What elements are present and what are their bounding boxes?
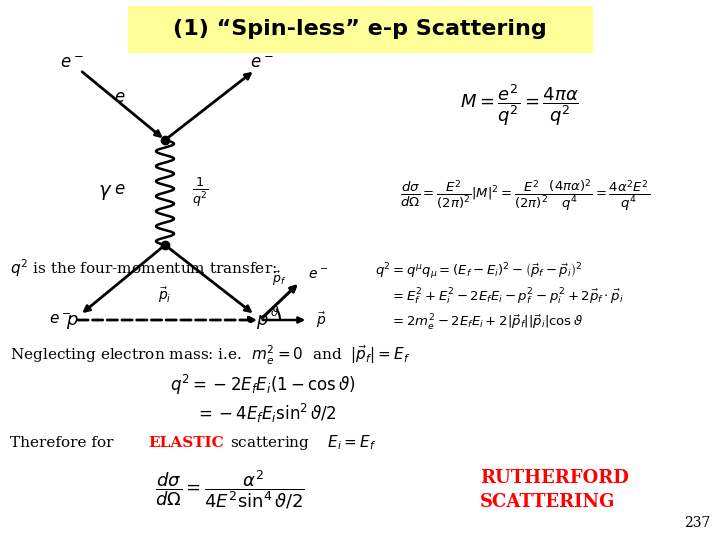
Text: $\vec{p}_i$: $\vec{p}_i$ [158, 285, 172, 305]
Text: $p$: $p$ [66, 313, 78, 331]
Text: ELASTIC: ELASTIC [148, 436, 224, 450]
FancyBboxPatch shape [128, 6, 592, 52]
Text: scattering    $E_i = E_f$: scattering $E_i = E_f$ [230, 434, 377, 453]
Text: Therefore for: Therefore for [10, 436, 118, 450]
Text: $q^2$ is the four-momentum transfer:: $q^2$ is the four-momentum transfer: [10, 257, 277, 279]
Text: $\vartheta$: $\vartheta$ [270, 305, 280, 319]
Text: $\vec{p}_f$: $\vec{p}_f$ [272, 270, 287, 288]
Text: $e^-$: $e^-$ [60, 55, 84, 71]
Text: $\dfrac{d\sigma}{d\Omega} = \dfrac{E^2}{(2\pi)^2}|M|^2 = \dfrac{E^2}{(2\pi)^2}\d: $\dfrac{d\sigma}{d\Omega} = \dfrac{E^2}{… [400, 177, 650, 213]
Text: $e^-$: $e^-$ [250, 55, 274, 71]
Text: $q^2 = q^\mu q_\mu = \left(E_f - E_i\right)^2 - \left(\vec{p}_f - \vec{p}_i\righ: $q^2 = q^\mu q_\mu = \left(E_f - E_i\rig… [375, 262, 582, 282]
Text: RUTHERFORD
SCATTERING: RUTHERFORD SCATTERING [480, 469, 629, 511]
Text: $e$: $e$ [114, 181, 126, 199]
Text: (1) “Spin-less” e-p Scattering: (1) “Spin-less” e-p Scattering [173, 19, 547, 39]
Text: $q^2 = -2E_f E_i(1 - \cos\vartheta)$: $q^2 = -2E_f E_i(1 - \cos\vartheta)$ [170, 373, 356, 397]
Text: $\dfrac{d\sigma}{d\Omega} = \dfrac{\alpha^2}{4E^2 \sin^4 \vartheta/2}$: $\dfrac{d\sigma}{d\Omega} = \dfrac{\alph… [155, 469, 305, 511]
Text: $e^-$: $e^-$ [308, 268, 328, 282]
Text: $= 2m_e^2 - 2E_f E_i + 2|\vec{p}_f||\vec{p}_i|\cos\vartheta$: $= 2m_e^2 - 2E_f E_i + 2|\vec{p}_f||\vec… [390, 312, 583, 332]
Text: $\gamma$: $\gamma$ [98, 183, 112, 201]
Text: 237: 237 [683, 516, 710, 530]
Text: $\frac{1}{q^2}$: $\frac{1}{q^2}$ [192, 176, 208, 208]
Text: $M = \dfrac{e^2}{q^2} = \dfrac{4\pi\alpha}{q^2}$: $M = \dfrac{e^2}{q^2} = \dfrac{4\pi\alph… [460, 82, 579, 128]
Text: $= E_f^2 + E_i^2 - 2E_f E_i - p_f^2 - p_i^2 + 2\vec{p}_f \cdot \vec{p}_i$: $= E_f^2 + E_i^2 - 2E_f E_i - p_f^2 - p_… [390, 287, 624, 307]
Text: Neglecting electron mass: i.e.  $m_e^2 = 0$  and  $|\vec{p}_f| = E_f$: Neglecting electron mass: i.e. $m_e^2 = … [10, 343, 410, 367]
Text: $e^-$: $e^-$ [49, 313, 71, 327]
Text: $= -4E_f E_i \sin^2 \vartheta/2$: $= -4E_f E_i \sin^2 \vartheta/2$ [195, 401, 336, 424]
Text: $p$: $p$ [256, 313, 269, 331]
Text: $e$: $e$ [114, 89, 126, 105]
Text: $\vec{p}$: $\vec{p}$ [316, 310, 326, 330]
